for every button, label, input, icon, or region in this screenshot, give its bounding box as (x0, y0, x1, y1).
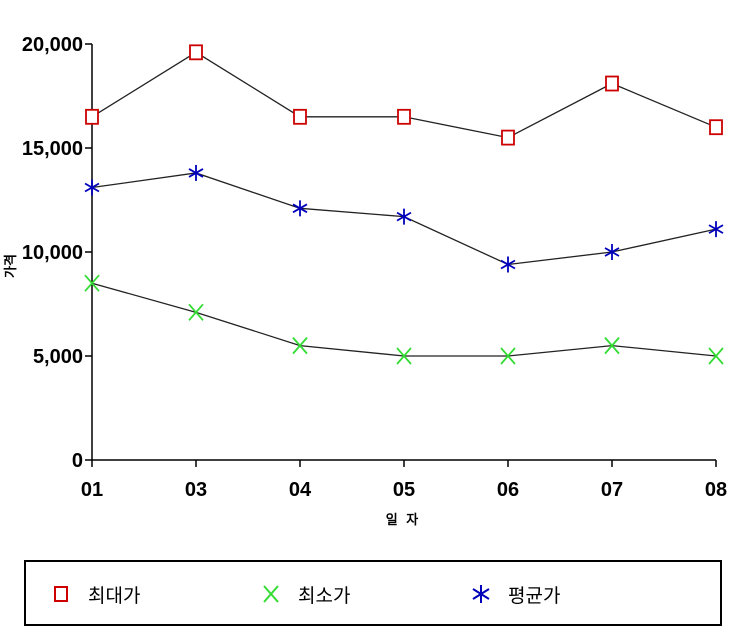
asterisk-point-marker (188, 164, 204, 181)
asterisk-point-marker (84, 179, 100, 196)
x-axis-title: 일 자 (386, 513, 420, 528)
axes (85, 43, 717, 467)
x-tick-label: 01 (81, 479, 103, 501)
square-point-marker (85, 108, 99, 125)
asterisk-point-marker (292, 200, 308, 217)
x-tick-label: 06 (497, 479, 519, 501)
x-point-marker (396, 347, 412, 365)
x-point-marker (84, 274, 100, 292)
x-marker-icon (263, 585, 279, 603)
y-tick-label: 10,000 (22, 242, 83, 264)
y-tick-label: 5,000 (33, 346, 83, 368)
asterisk-point-marker (604, 244, 620, 260)
x-tick-label: 05 (393, 479, 415, 501)
series-line-0 (91, 51, 717, 139)
legend: 최대가 최소가 평균가 (24, 560, 722, 626)
x-point-marker (604, 337, 620, 355)
square-point-marker (189, 44, 203, 61)
x-point-marker (708, 347, 724, 365)
x-point-marker (188, 303, 204, 321)
legend-label-avg: 평균가 (508, 584, 561, 607)
x-tick-label: 04 (289, 479, 312, 501)
square-point-marker (501, 129, 515, 146)
square-point-marker (605, 75, 619, 92)
legend-item-min: 최소가 (260, 582, 351, 607)
y-tick-label: 20,000 (22, 34, 83, 56)
asterisk-point-marker (708, 221, 724, 238)
x-tick-label: 03 (185, 479, 207, 501)
square-marker-icon (54, 586, 68, 602)
asterisk-point-marker (396, 208, 412, 225)
legend-item-avg: 평균가 (470, 582, 561, 607)
x-point-marker (500, 347, 516, 365)
y-axis-title: 가격 (4, 254, 19, 278)
legend-item-max: 최대가 (50, 582, 141, 607)
x-tick-label: 07 (601, 479, 623, 501)
square-point-marker (397, 108, 411, 125)
tick-labels: 0 5,000 10,000 15,000 20,000 01 03 04 05 06 07 08 (22, 34, 727, 501)
series-line-1 (91, 282, 717, 357)
x-tick-label: 08 (705, 479, 727, 501)
asterisk-point-marker (500, 256, 516, 273)
square-point-marker (709, 119, 723, 136)
legend-label-min: 최소가 (298, 584, 351, 607)
legend-label-max: 최대가 (88, 584, 141, 607)
y-tick-label: 15,000 (22, 138, 83, 160)
x-point-marker (292, 337, 308, 355)
y-tick-label: 0 (72, 450, 83, 472)
asterisk-marker-icon (472, 585, 490, 603)
square-point-marker (293, 108, 307, 125)
series-lines (91, 51, 717, 357)
series-markers (84, 44, 724, 365)
line-chart: 0 5,000 10,000 15,000 20,000 01 03 04 05 06 07 08 가… (4, 34, 727, 528)
